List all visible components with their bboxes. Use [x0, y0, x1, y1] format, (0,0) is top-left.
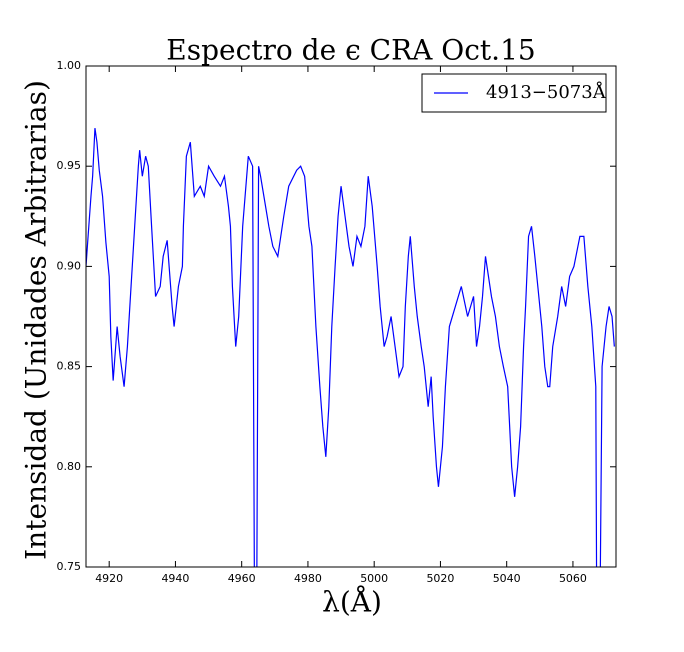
y-tick-label: 1.00 [57, 59, 82, 72]
y-tick-label: 0.85 [57, 360, 82, 373]
y-tick-label: 0.95 [57, 159, 82, 172]
plot-area [86, 128, 615, 567]
x-tick-label: 5000 [360, 572, 388, 585]
x-tick-label: 4920 [95, 572, 123, 585]
y-tick-label: 0.80 [57, 460, 82, 473]
x-tick-label: 4980 [294, 572, 322, 585]
y-axis-label: Intensidad (Unidades Arbitrarias) [20, 80, 53, 560]
x-tick-label: 4940 [161, 572, 189, 585]
x-tick-label: 5020 [426, 572, 454, 585]
x-tick-label: 4960 [228, 572, 256, 585]
axes-frame [85, 65, 617, 568]
chart-title: Espectro de ϵ CRA Oct.15 [166, 34, 535, 67]
legend-label: 4913−5073Å [486, 81, 607, 103]
x-tick-label: 5060 [559, 572, 587, 585]
x-tick-label: 5040 [493, 572, 521, 585]
y-tick-label: 0.90 [57, 259, 82, 272]
y-tick-label: 0.75 [57, 560, 82, 573]
x-axis-label: λ(Å) [322, 586, 382, 619]
spectrum-line [86, 128, 615, 567]
